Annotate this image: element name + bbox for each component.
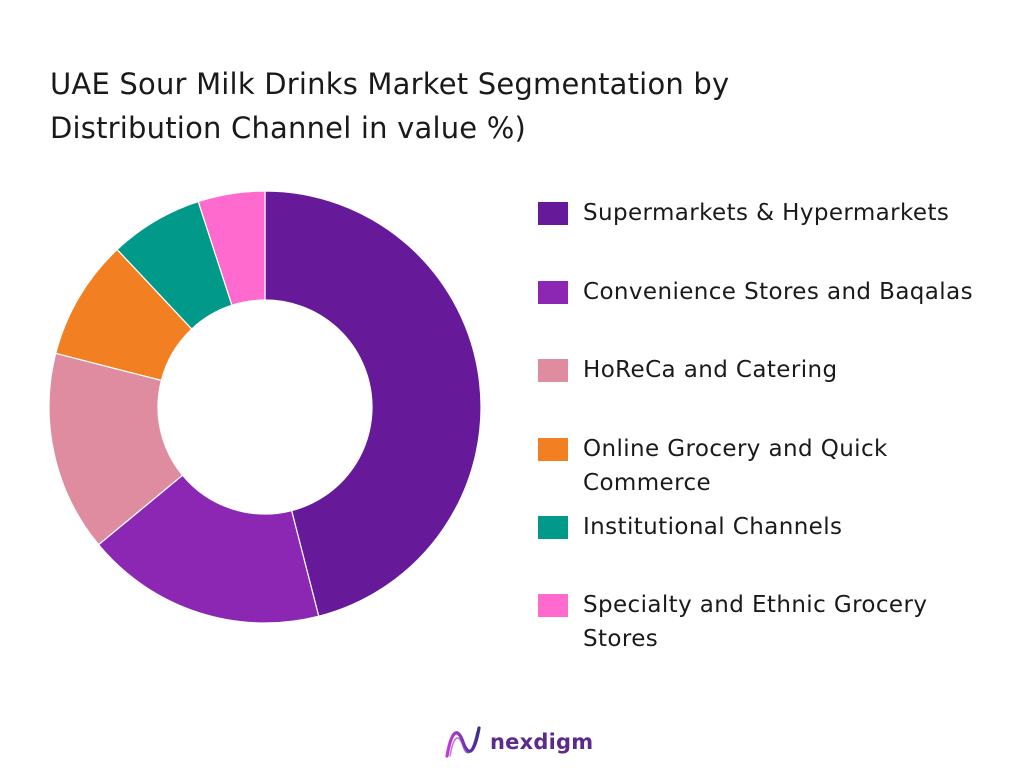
nexdigm-wave-icon bbox=[445, 726, 481, 758]
legend-item: HoReCa and Catering bbox=[538, 353, 1008, 387]
legend-swatch bbox=[538, 438, 568, 461]
donut-slice bbox=[97, 474, 320, 624]
legend-swatch bbox=[538, 594, 568, 617]
donut-slices bbox=[48, 190, 482, 624]
donut-slice bbox=[48, 352, 184, 546]
donut-slice bbox=[197, 190, 266, 306]
nexdigm-logo: nexdigm bbox=[444, 722, 593, 762]
legend-swatch bbox=[538, 516, 568, 539]
legend-item: Online Grocery and Quick Commerce bbox=[538, 432, 1008, 500]
legend-label: Institutional Channels bbox=[583, 514, 843, 540]
legend-label: Convenience Stores and Baqalas bbox=[583, 279, 973, 305]
legend-item: Institutional Channels bbox=[538, 510, 1008, 544]
legend-swatch bbox=[538, 202, 568, 225]
legend-swatch bbox=[538, 359, 568, 382]
legend-label: Specialty and Ethnic Grocery Stores bbox=[583, 592, 928, 652]
legend-item: Supermarkets & Hypermarkets bbox=[538, 196, 1008, 230]
donut-slice bbox=[264, 190, 482, 617]
chart-title: UAE Sour Milk Drinks Market Segmentation… bbox=[50, 67, 730, 145]
legend-item: Specialty and Ethnic Grocery Stores bbox=[538, 588, 1008, 656]
legend-swatch bbox=[538, 281, 568, 304]
legend-label: Online Grocery and Quick Commerce bbox=[583, 436, 888, 496]
legend-label: Supermarkets & Hypermarkets bbox=[583, 200, 950, 226]
legend-item: Convenience Stores and Baqalas bbox=[538, 275, 1008, 309]
logo-text: nexdigm bbox=[490, 730, 594, 754]
legend-label: HoReCa and Catering bbox=[583, 357, 838, 383]
